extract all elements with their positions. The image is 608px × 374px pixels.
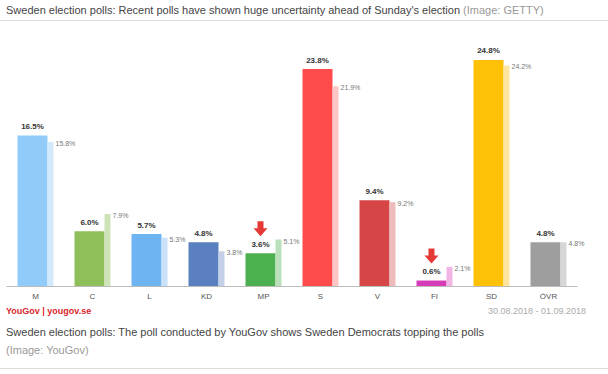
svg-text:KD: KD: [201, 292, 212, 301]
svg-text:4.8%: 4.8%: [536, 229, 554, 238]
svg-text:5.3%: 5.3%: [170, 236, 186, 243]
svg-text:9.4%: 9.4%: [365, 187, 383, 196]
svg-text:5.1%: 5.1%: [284, 238, 300, 245]
html-text:YouGov | yougov.se: YouGov | yougov.se: [6, 306, 92, 316]
html-text:Sweden election polls: Recent: Sweden election polls: Recent polls have…: [6, 4, 544, 16]
svg-text:S: S: [318, 292, 323, 301]
svg-text:24.2%: 24.2%: [512, 63, 532, 70]
html-text:Sweden election polls: The pol: Sweden election polls: The poll conducte…: [6, 326, 484, 338]
svg-text:L: L: [147, 292, 152, 301]
svg-text:9.2%: 9.2%: [398, 200, 414, 207]
svg-text:6.0%: 6.0%: [80, 218, 98, 227]
svg-text:2.1%: 2.1%: [455, 265, 471, 272]
svg-text:21.9%: 21.9%: [341, 84, 361, 91]
svg-text:M: M: [32, 292, 39, 301]
svg-text:7.9%: 7.9%: [113, 212, 129, 219]
svg-text:3.6%: 3.6%: [251, 240, 269, 249]
svg-text:MP: MP: [258, 292, 270, 301]
svg-text:23.8%: 23.8%: [306, 56, 329, 65]
svg-text:SD: SD: [486, 292, 497, 301]
svg-text:5.7%: 5.7%: [137, 221, 155, 230]
svg-text:C: C: [90, 292, 96, 301]
svg-text:15.8%: 15.8%: [56, 140, 76, 147]
svg-text:16.5%: 16.5%: [21, 122, 44, 131]
svg-text:0.6%: 0.6%: [422, 267, 440, 276]
svg-text:FI: FI: [431, 292, 438, 301]
svg-text:4.8%: 4.8%: [194, 229, 212, 238]
html-text:30.08.2018 - 01.09.2018: 30.08.2018 - 01.09.2018: [487, 306, 586, 316]
svg-text:3.8%: 3.8%: [227, 249, 243, 256]
svg-text:V: V: [375, 292, 381, 301]
svg-text:ÖVR: ÖVR: [540, 292, 558, 301]
html-text:(Image: YouGov): (Image: YouGov): [6, 344, 89, 356]
svg-text:4.8%: 4.8%: [569, 240, 585, 247]
svg-text:24.8%: 24.8%: [477, 46, 500, 55]
